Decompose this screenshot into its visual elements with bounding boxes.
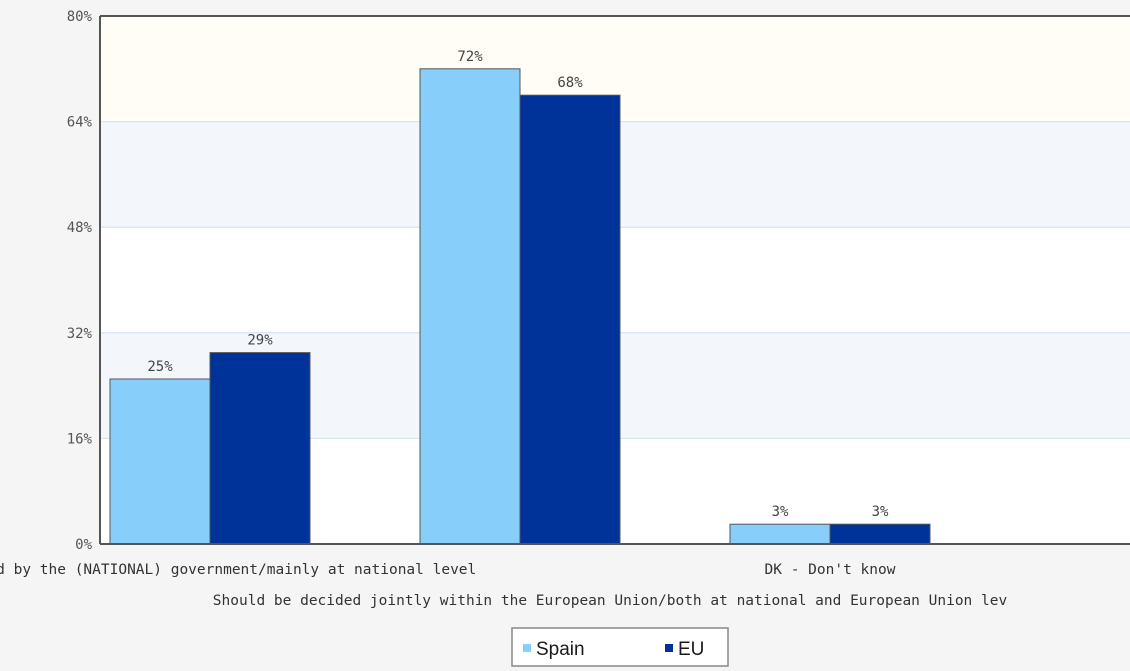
bar-eu-1[interactable] bbox=[519, 94, 621, 545]
bars bbox=[109, 68, 931, 545]
x-category-label: decided by the (NATIONAL) government/mai… bbox=[0, 562, 476, 578]
axes bbox=[99, 15, 1130, 545]
data-label: 29% bbox=[247, 333, 273, 349]
x-axis-categories: decided by the (NATIONAL) government/mai… bbox=[0, 562, 1007, 609]
y-tick-label: 0% bbox=[75, 537, 92, 553]
bar-eu-0[interactable] bbox=[209, 352, 311, 545]
y-tick-label: 64% bbox=[67, 115, 93, 131]
y-axis-ticks: 0% 16% 32% 48% 64% 80% bbox=[67, 9, 93, 553]
bar-eu-2[interactable] bbox=[829, 523, 931, 545]
data-label: 3% bbox=[872, 504, 889, 520]
y-tick-label: 16% bbox=[67, 431, 93, 447]
y-tick-label: 32% bbox=[67, 326, 93, 342]
legend-box bbox=[511, 627, 729, 667]
legend-swatch-spain[interactable] bbox=[523, 644, 531, 652]
bar-spain-1[interactable] bbox=[419, 68, 521, 545]
x-category-label: DK - Don't know bbox=[765, 562, 896, 578]
data-label: 3% bbox=[772, 504, 789, 520]
legend-swatch-eu[interactable] bbox=[665, 644, 673, 652]
legend-label-eu[interactable]: EU bbox=[678, 639, 704, 660]
legend[interactable]: Spain EU bbox=[511, 627, 729, 667]
data-labels: 25% 72% 3% 29% 68% 3% bbox=[147, 49, 889, 520]
bar-spain-0[interactable] bbox=[109, 378, 211, 545]
data-label: 25% bbox=[147, 359, 173, 375]
x-category-label: Should be decided jointly within the Eur… bbox=[213, 593, 1008, 609]
y-tick-label: 80% bbox=[67, 9, 93, 25]
data-label: 72% bbox=[457, 49, 483, 65]
data-label: 68% bbox=[557, 75, 583, 91]
bar-spain-2[interactable] bbox=[729, 523, 831, 545]
y-tick-label: 48% bbox=[67, 220, 93, 236]
legend-label-spain[interactable]: Spain bbox=[536, 639, 585, 660]
